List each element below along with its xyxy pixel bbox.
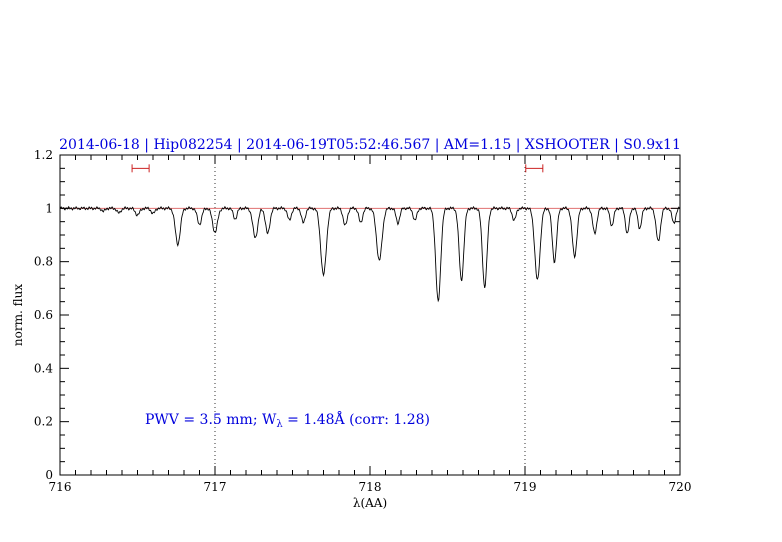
x-tick-labels: 716 717 718 719 720: [49, 480, 692, 494]
x-ticks: [59, 155, 681, 475]
pwv-annotation-prefix: PWV = 3.5 mm; W: [145, 412, 277, 428]
telluric-band-markers: [131, 164, 544, 173]
y-ticks: [60, 154, 680, 476]
pwv-annotation-sub: λ: [276, 419, 283, 430]
x-axis-label: λ(AA): [353, 496, 387, 510]
x-tick-label: 716: [49, 480, 72, 494]
y-tick-label: 0.6: [34, 308, 53, 322]
y-tick-label: 0.8: [34, 255, 53, 269]
plot-frame: 716 717 718 719 720 0 0.2 0.4 0.6 0.8 1 1.2: [34, 148, 692, 494]
y-tick-label: 1.2: [34, 148, 53, 162]
y-tick-label: 1: [45, 201, 53, 215]
x-tick-label: 719: [514, 480, 537, 494]
y-axis-label: norm. flux: [11, 284, 25, 346]
y-tick-label: 0.2: [34, 415, 53, 429]
x-tick-label: 720: [669, 480, 692, 494]
pwv-annotation-suffix: = 1.48Å (corr: 1.28): [283, 410, 430, 428]
vertical-dotted-lines: [214, 155, 526, 475]
x-tick-label: 717: [204, 480, 227, 494]
y-tick-label: 0: [45, 468, 53, 482]
x-tick-label: 718: [359, 480, 382, 494]
pwv-annotation: PWV = 3.5 mm; Wλ = 1.48Å (corr: 1.28): [145, 410, 430, 430]
y-tick-labels: 0 0.2 0.4 0.6 0.8 1 1.2: [34, 148, 53, 482]
chart-title: 2014-06-18 | Hip082254 | 2014-06-19T05:5…: [59, 137, 681, 153]
spectrum-curve: [59, 205, 681, 303]
y-tick-label: 0.4: [34, 361, 53, 375]
